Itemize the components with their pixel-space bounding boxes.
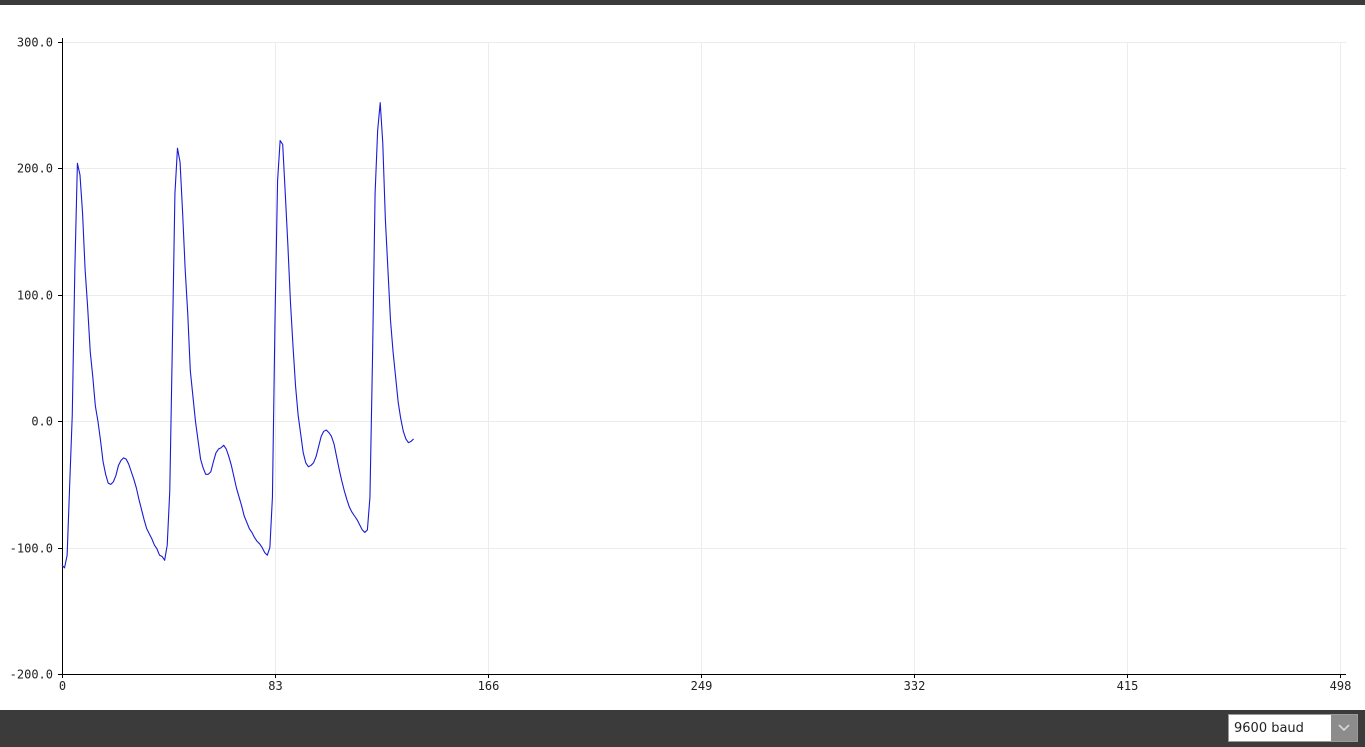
y-tick-label: -100.0 bbox=[10, 542, 53, 556]
grid-lines bbox=[62, 42, 1346, 675]
y-axis-ticks: 300.0 200.0 100.0 0.0 -100.0 -200.0 bbox=[10, 36, 62, 682]
baud-rate-value: 9600 baud bbox=[1234, 720, 1304, 736]
y-tick-label: 100.0 bbox=[17, 289, 53, 303]
y-tick-label: 200.0 bbox=[17, 162, 53, 176]
x-tick-label: 83 bbox=[268, 679, 282, 693]
y-tick-label: 300.0 bbox=[17, 36, 53, 50]
bottom-toolbar: 9600 baud bbox=[0, 710, 1365, 747]
x-tick-label: 166 bbox=[478, 679, 500, 693]
top-toolbar-strip bbox=[0, 0, 1365, 5]
axes bbox=[62, 38, 1346, 675]
x-tick-label: 332 bbox=[904, 679, 926, 693]
series-line bbox=[61, 102, 414, 569]
line-chart: 300.0 200.0 100.0 0.0 -100.0 -200.0 0 83 166 249… bbox=[10, 36, 1352, 694]
x-tick-label: 415 bbox=[1117, 679, 1139, 693]
y-tick-label: 0.0 bbox=[31, 415, 53, 429]
x-tick-label: 0 bbox=[59, 679, 66, 693]
x-axis-ticks: 0 83 166 249 332 415 498 bbox=[59, 674, 1351, 693]
chevron-down-icon[interactable] bbox=[1331, 715, 1357, 741]
series-lines bbox=[61, 102, 414, 569]
y-tick-label: -200.0 bbox=[10, 668, 53, 682]
baud-rate-select[interactable]: 9600 baud bbox=[1228, 714, 1358, 742]
x-tick-label: 249 bbox=[691, 679, 713, 693]
x-tick-label: 498 bbox=[1330, 679, 1352, 693]
plot-area: 300.0 200.0 100.0 0.0 -100.0 -200.0 0 83 166 249… bbox=[0, 5, 1365, 710]
